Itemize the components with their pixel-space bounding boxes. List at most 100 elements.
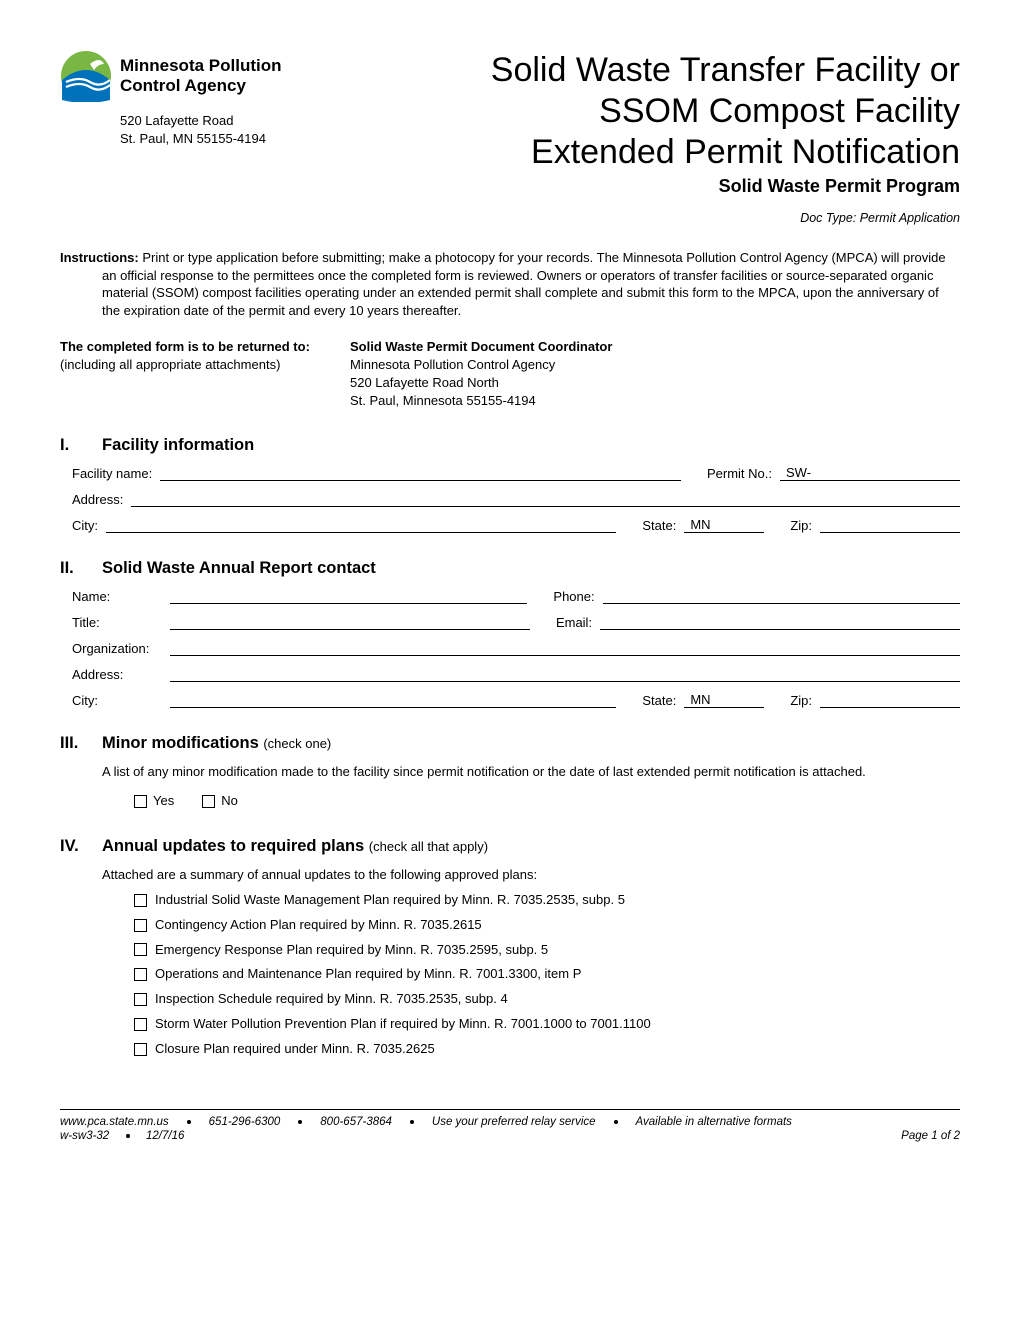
email-input[interactable] <box>600 614 960 630</box>
instructions-text: Print or type application before submitt… <box>102 250 946 318</box>
doc-type: Doc Type: Permit Application <box>320 211 960 225</box>
permit-no-input[interactable]: SW- <box>780 465 960 481</box>
footer-date: 12/7/16 <box>146 1130 184 1142</box>
address2-label: Address: <box>72 667 162 682</box>
checkbox-plan[interactable] <box>134 993 147 1006</box>
program-name: Solid Waste Permit Program <box>320 176 960 197</box>
section-sub: (check one) <box>263 736 331 751</box>
plan-label: Closure Plan required under Minn. R. 703… <box>155 1040 435 1059</box>
dot-icon <box>298 1120 302 1124</box>
agency-addr-line1: 520 Lafayette Road <box>120 112 320 130</box>
plan-label: Storm Water Pollution Prevention Plan if… <box>155 1015 651 1034</box>
checkbox-plan[interactable] <box>134 919 147 932</box>
address2-input[interactable] <box>170 666 960 682</box>
footer-page: Page 1 of 2 <box>901 1130 960 1142</box>
annual-intro: Attached are a summary of annual updates… <box>102 866 960 885</box>
dot-icon <box>614 1120 618 1124</box>
footer-phone2: 800-657-3864 <box>320 1116 392 1128</box>
section-minor-mods: III. Minor modifications (check one) A l… <box>60 734 960 811</box>
agency-address: 520 Lafayette Road St. Paul, MN 55155-41… <box>120 112 320 147</box>
permit-no-label: Permit No.: <box>707 466 772 481</box>
city-label: City: <box>72 518 98 533</box>
return-right-bold: Solid Waste Permit Document Coordinator <box>350 339 612 354</box>
facility-name-input[interactable] <box>160 465 681 481</box>
state-input[interactable]: MN <box>684 517 764 533</box>
email-label: Email: <box>556 615 592 630</box>
no-label: No <box>221 792 238 811</box>
checkbox-plan[interactable] <box>134 894 147 907</box>
title-block: Solid Waste Transfer Facility or SSOM Co… <box>320 50 960 225</box>
title-line1: Solid Waste Transfer Facility or <box>320 50 960 91</box>
state2-input[interactable]: MN <box>684 692 764 708</box>
checkbox-yes[interactable] <box>134 795 147 808</box>
title-label: Title: <box>72 615 162 630</box>
section-title: Annual updates to required plans <box>102 837 364 855</box>
return-right-l3: St. Paul, Minnesota 55155-4194 <box>350 392 960 410</box>
org-label: Organization: <box>72 641 162 656</box>
section-title: Facility information <box>102 436 254 455</box>
state2-label: State: <box>642 693 676 708</box>
checkbox-plan[interactable] <box>134 943 147 956</box>
address-input[interactable] <box>131 491 960 507</box>
plan-label: Contingency Action Plan required by Minn… <box>155 916 482 935</box>
header: Minnesota Pollution Control Agency 520 L… <box>60 50 960 225</box>
return-right-l1: Minnesota Pollution Control Agency <box>350 356 960 374</box>
address-label: Address: <box>72 492 123 507</box>
city-input[interactable] <box>106 517 616 533</box>
agency-logo-icon <box>60 50 112 102</box>
title-line2: SSOM Compost Facility <box>320 91 960 132</box>
title-line3: Extended Permit Notification <box>320 132 960 173</box>
checkbox-plan[interactable] <box>134 1043 147 1056</box>
dot-icon <box>126 1134 130 1138</box>
name-input[interactable] <box>170 588 527 604</box>
return-left-bold: The completed form is to be returned to: <box>60 339 310 354</box>
checkbox-plan[interactable] <box>134 968 147 981</box>
section-facility-info: I. Facility information Facility name: P… <box>60 436 960 533</box>
section-annual-updates: IV. Annual updates to required plans (ch… <box>60 837 960 1059</box>
instructions: Instructions: Print or type application … <box>60 249 960 319</box>
minor-mods-text: A list of any minor modification made to… <box>102 763 960 782</box>
yes-label: Yes <box>153 792 174 811</box>
city2-input[interactable] <box>170 692 616 708</box>
section-num: III. <box>60 734 80 753</box>
facility-name-label: Facility name: <box>72 466 152 481</box>
plan-label: Inspection Schedule required by Minn. R.… <box>155 990 508 1009</box>
footer-relay: Use your preferred relay service <box>432 1116 596 1128</box>
section-title: Solid Waste Annual Report contact <box>102 559 376 578</box>
title-input[interactable] <box>170 614 530 630</box>
agency-name-line1: Minnesota Pollution <box>120 56 282 76</box>
return-left-plain: (including all appropriate attachments) <box>60 356 350 374</box>
agency-name: Minnesota Pollution Control Agency <box>120 56 282 95</box>
phone-label: Phone: <box>553 589 594 604</box>
section-num: II. <box>60 559 80 578</box>
instructions-label: Instructions: <box>60 250 139 265</box>
zip-input[interactable] <box>820 517 960 533</box>
phone-input[interactable] <box>603 588 960 604</box>
section-num: I. <box>60 436 80 455</box>
dot-icon <box>410 1120 414 1124</box>
plan-label: Emergency Response Plan required by Minn… <box>155 941 548 960</box>
zip-label: Zip: <box>790 518 812 533</box>
dot-icon <box>187 1120 191 1124</box>
return-right-l2: 520 Lafayette Road North <box>350 374 960 392</box>
zip2-label: Zip: <box>790 693 812 708</box>
checkbox-no[interactable] <box>202 795 215 808</box>
section-sub: (check all that apply) <box>369 839 488 854</box>
city2-label: City: <box>72 693 162 708</box>
name-label: Name: <box>72 589 162 604</box>
checkbox-plan[interactable] <box>134 1018 147 1031</box>
zip2-input[interactable] <box>820 692 960 708</box>
footer: www.pca.state.mn.us 651-296-6300 800-657… <box>60 1109 960 1142</box>
section-title: Minor modifications <box>102 734 259 752</box>
footer-alt: Available in alternative formats <box>636 1116 792 1128</box>
plan-label: Industrial Solid Waste Management Plan r… <box>155 891 625 910</box>
org-input[interactable] <box>170 640 960 656</box>
logo-block: Minnesota Pollution Control Agency 520 L… <box>60 50 320 147</box>
agency-addr-line2: St. Paul, MN 55155-4194 <box>120 130 320 148</box>
state-label: State: <box>642 518 676 533</box>
agency-name-line2: Control Agency <box>120 76 282 96</box>
footer-phone1: 651-296-6300 <box>209 1116 281 1128</box>
section-num: IV. <box>60 837 80 856</box>
footer-docid: w-sw3-32 <box>60 1130 109 1142</box>
plan-label: Operations and Maintenance Plan required… <box>155 965 581 984</box>
